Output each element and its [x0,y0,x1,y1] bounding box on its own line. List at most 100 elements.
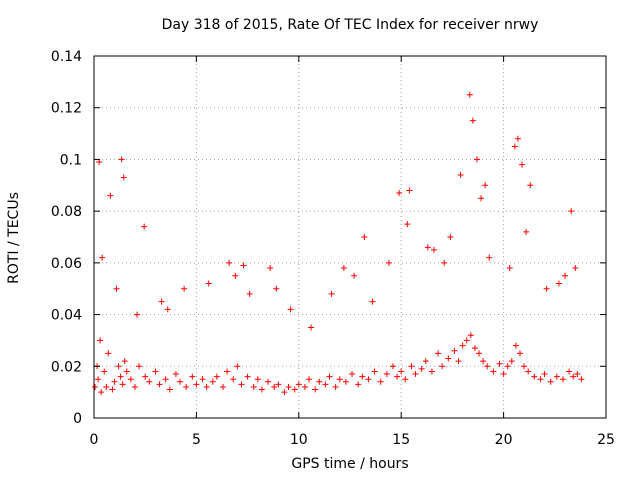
data-point [406,187,413,194]
data-point [295,381,302,388]
data-point [326,373,333,380]
data-point [559,376,566,383]
data-point [361,234,368,240]
data-point [469,117,476,124]
data-point [111,378,118,385]
data-point [328,290,335,297]
data-point [230,376,237,383]
data-point [537,376,544,383]
data-point [455,358,462,365]
data-point [205,280,212,287]
x-axis-label: GPS time / hours [291,456,409,472]
data-point [553,373,560,380]
data-point [254,376,261,383]
data-point [369,298,376,305]
data-point [349,371,356,378]
data-point [371,368,378,375]
data-point [562,272,569,279]
data-point [213,373,220,380]
data-point [512,342,519,349]
data-point [441,259,448,266]
data-point [220,383,227,390]
data-point [519,161,526,168]
data-point [359,373,366,380]
y-tick-label: 0.14 [51,49,82,65]
data-point [435,350,442,357]
data-point [265,378,272,385]
data-point [275,381,282,388]
data-point [508,358,515,365]
data-point [316,378,323,385]
data-point [351,272,358,279]
data-point [156,381,163,388]
data-point [142,373,149,380]
data-point [246,290,253,297]
data-point [340,265,347,272]
data-point [322,381,329,388]
x-tick-label: 25 [597,432,615,448]
y-tick-label: 0.02 [51,359,82,375]
chart-title: Day 318 of 2015, Rate Of TEC Index for r… [161,17,539,33]
data-point [574,371,581,378]
y-tick-label: 0.1 [60,152,82,168]
data-point [189,373,196,380]
data-point [439,363,446,370]
data-point [394,373,401,380]
data-point [97,337,104,344]
data-point [543,285,550,292]
data-point [525,368,532,375]
data-point [136,363,143,370]
plot-frame [93,55,607,419]
data-point [152,368,159,375]
data-point [336,376,343,383]
data-point [478,195,485,202]
data-point [95,376,102,383]
x-tick-label: 10 [290,432,308,448]
data-point [199,376,206,383]
data-point [463,337,470,344]
data-point [103,383,110,390]
data-point [120,174,127,181]
data-point [141,223,148,230]
data-point [123,368,130,375]
y-tick-label: 0 [73,411,82,427]
data-point [473,156,480,163]
data-point [430,246,437,253]
axis-ticks: 0 0.02 0.04 0.06 0.08 0.1 0.12 0.14 0 5 10 15 20 25 [51,49,615,448]
data-point [98,389,105,396]
data-point [131,383,138,390]
data-point [570,373,577,380]
data-point [490,368,497,375]
y-tick-label: 0.06 [51,256,82,272]
data-point [547,378,554,385]
data-point [226,259,233,266]
data-point [203,383,210,390]
x-tick-label: 15 [392,432,410,448]
data-point [234,363,241,370]
data-point [521,363,528,370]
data-point [162,376,169,383]
y-tick-label: 0.12 [51,101,82,117]
data-point [500,371,507,378]
data-point [408,363,415,370]
data-point [183,383,190,390]
data-point [109,386,116,393]
data-point [181,285,188,292]
data-point [121,358,128,365]
data-point [134,311,141,318]
data-point [412,371,419,378]
data-point [504,363,511,370]
data-point [267,265,274,272]
data-point [271,383,278,390]
data-point [224,368,231,375]
data-point [482,182,489,189]
data-point [572,265,579,272]
data-point [418,365,425,372]
data-point [355,381,362,388]
data-points [92,91,585,396]
data-point [291,386,298,393]
data-point [402,376,409,383]
data-point [118,156,125,163]
data-point [287,306,294,313]
data-point [484,363,491,370]
